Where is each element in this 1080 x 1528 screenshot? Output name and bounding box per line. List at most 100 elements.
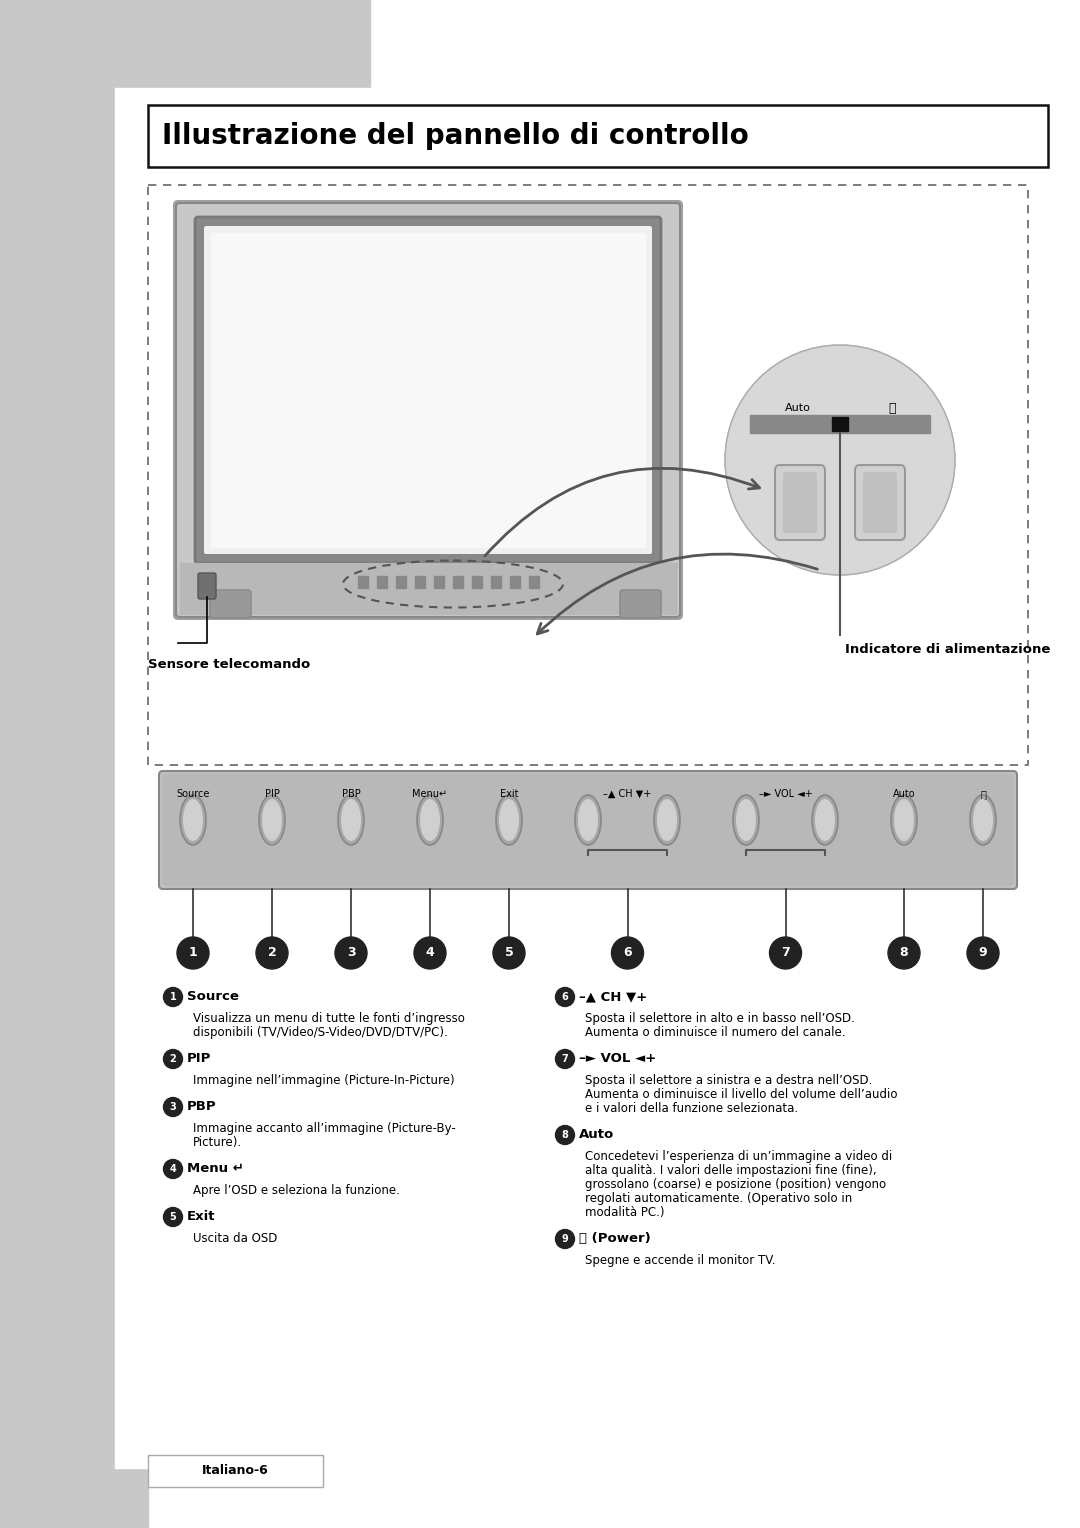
Ellipse shape bbox=[496, 795, 522, 845]
Ellipse shape bbox=[262, 799, 282, 840]
Text: 9: 9 bbox=[978, 946, 987, 960]
FancyBboxPatch shape bbox=[176, 203, 680, 617]
Circle shape bbox=[256, 937, 288, 969]
Text: e i valori della funzione selezionata.: e i valori della funzione selezionata. bbox=[585, 1102, 798, 1115]
Circle shape bbox=[492, 937, 525, 969]
Text: alta qualità. I valori delle impostazioni fine (fine),: alta qualità. I valori delle impostazion… bbox=[585, 1164, 877, 1177]
Ellipse shape bbox=[341, 799, 361, 840]
Text: 4: 4 bbox=[170, 1164, 176, 1174]
Text: disponibili (TV/Video/S-Video/DVD/DTV/PC).: disponibili (TV/Video/S-Video/DVD/DTV/PC… bbox=[193, 1025, 448, 1039]
Circle shape bbox=[725, 345, 955, 575]
Circle shape bbox=[163, 1050, 183, 1068]
Circle shape bbox=[177, 937, 210, 969]
FancyBboxPatch shape bbox=[783, 472, 816, 533]
Text: –► VOL ◄+: –► VOL ◄+ bbox=[579, 1053, 657, 1065]
Text: 7: 7 bbox=[781, 946, 789, 960]
Text: 4: 4 bbox=[426, 946, 434, 960]
Ellipse shape bbox=[338, 795, 364, 845]
Ellipse shape bbox=[499, 799, 519, 840]
Ellipse shape bbox=[735, 799, 756, 840]
Circle shape bbox=[555, 987, 575, 1007]
Circle shape bbox=[611, 937, 644, 969]
Circle shape bbox=[769, 937, 801, 969]
Text: Uscita da OSD: Uscita da OSD bbox=[193, 1232, 278, 1245]
Ellipse shape bbox=[654, 795, 680, 845]
Text: Picture).: Picture). bbox=[193, 1135, 242, 1149]
Circle shape bbox=[163, 1160, 183, 1178]
Ellipse shape bbox=[733, 795, 759, 845]
Ellipse shape bbox=[180, 795, 206, 845]
Text: 5: 5 bbox=[504, 946, 513, 960]
FancyBboxPatch shape bbox=[210, 590, 251, 617]
Text: modalità PC.): modalità PC.) bbox=[585, 1206, 664, 1219]
Bar bbox=[211, 232, 645, 547]
Bar bbox=[415, 576, 426, 588]
Text: grossolano (coarse) e posizione (position) vengono: grossolano (coarse) e posizione (positio… bbox=[585, 1178, 886, 1190]
Text: PBP: PBP bbox=[187, 1100, 217, 1114]
FancyBboxPatch shape bbox=[159, 772, 1017, 889]
FancyBboxPatch shape bbox=[162, 775, 1014, 886]
Text: Aumenta o diminuisce il livello del volume dell’audio: Aumenta o diminuisce il livello del volu… bbox=[585, 1088, 897, 1102]
FancyBboxPatch shape bbox=[180, 562, 676, 614]
Bar bbox=[453, 576, 463, 588]
Text: 1: 1 bbox=[170, 992, 176, 1002]
Text: PIP: PIP bbox=[265, 788, 280, 799]
Bar bbox=[114, 89, 1055, 1468]
Circle shape bbox=[163, 1207, 183, 1227]
Bar bbox=[491, 576, 501, 588]
Text: Auto: Auto bbox=[579, 1129, 615, 1141]
Text: 3: 3 bbox=[170, 1102, 176, 1112]
Ellipse shape bbox=[657, 799, 677, 840]
Text: Illustrazione del pannello di controllo: Illustrazione del pannello di controllo bbox=[162, 122, 748, 150]
Bar bbox=[472, 576, 482, 588]
Text: Indicatore di alimentazione: Indicatore di alimentazione bbox=[845, 643, 1051, 656]
Text: 6: 6 bbox=[623, 946, 632, 960]
Text: –▲ CH ▼+: –▲ CH ▼+ bbox=[604, 788, 651, 799]
Text: regolati automaticamente. (Operativo solo in: regolati automaticamente. (Operativo sol… bbox=[585, 1192, 852, 1206]
Bar bbox=[377, 576, 387, 588]
Text: ⏻: ⏻ bbox=[980, 788, 986, 799]
Bar bbox=[529, 576, 539, 588]
Bar bbox=[148, 1455, 323, 1487]
Text: Spegne e accende il monitor TV.: Spegne e accende il monitor TV. bbox=[585, 1254, 775, 1267]
FancyBboxPatch shape bbox=[775, 465, 825, 539]
Text: Apre l’OSD e seleziona la funzione.: Apre l’OSD e seleziona la funzione. bbox=[193, 1184, 400, 1196]
Text: Sposta il selettore a sinistra e a destra nell’OSD.: Sposta il selettore a sinistra e a destr… bbox=[585, 1074, 873, 1086]
Ellipse shape bbox=[970, 795, 996, 845]
FancyBboxPatch shape bbox=[863, 472, 897, 533]
FancyBboxPatch shape bbox=[204, 226, 652, 555]
Ellipse shape bbox=[973, 799, 993, 840]
FancyBboxPatch shape bbox=[173, 200, 683, 620]
Text: 1: 1 bbox=[189, 946, 198, 960]
Circle shape bbox=[888, 937, 920, 969]
Text: Auto: Auto bbox=[893, 788, 916, 799]
Text: Auto: Auto bbox=[785, 403, 811, 413]
Ellipse shape bbox=[575, 795, 600, 845]
Circle shape bbox=[163, 987, 183, 1007]
Ellipse shape bbox=[815, 799, 835, 840]
Text: Visualizza un menu di tutte le fonti d’ingresso: Visualizza un menu di tutte le fonti d’i… bbox=[193, 1012, 464, 1025]
Text: Aumenta o diminuisce il numero del canale.: Aumenta o diminuisce il numero del canal… bbox=[585, 1025, 846, 1039]
FancyBboxPatch shape bbox=[198, 573, 216, 599]
Circle shape bbox=[414, 937, 446, 969]
Text: 8: 8 bbox=[900, 946, 908, 960]
Bar bbox=[0, 0, 370, 125]
Text: Immagine nell’immagine (Picture-In-Picture): Immagine nell’immagine (Picture-In-Pictu… bbox=[193, 1074, 455, 1086]
Text: 7: 7 bbox=[562, 1054, 568, 1063]
Text: 9: 9 bbox=[562, 1235, 568, 1244]
Bar bbox=[148, 185, 1028, 766]
Text: 5: 5 bbox=[170, 1212, 176, 1222]
Ellipse shape bbox=[894, 799, 914, 840]
Text: Italiano-6: Italiano-6 bbox=[202, 1464, 268, 1478]
Bar bbox=[434, 576, 444, 588]
Text: Sensore telecomando: Sensore telecomando bbox=[148, 659, 310, 671]
Circle shape bbox=[163, 1097, 183, 1117]
Circle shape bbox=[555, 1050, 575, 1068]
Bar bbox=[750, 416, 930, 432]
Text: PBP: PBP bbox=[341, 788, 361, 799]
Text: Exit: Exit bbox=[500, 788, 518, 799]
Ellipse shape bbox=[420, 799, 440, 840]
Text: 6: 6 bbox=[562, 992, 568, 1002]
Text: Menu ↵: Menu ↵ bbox=[187, 1163, 244, 1175]
Bar bbox=[396, 576, 406, 588]
